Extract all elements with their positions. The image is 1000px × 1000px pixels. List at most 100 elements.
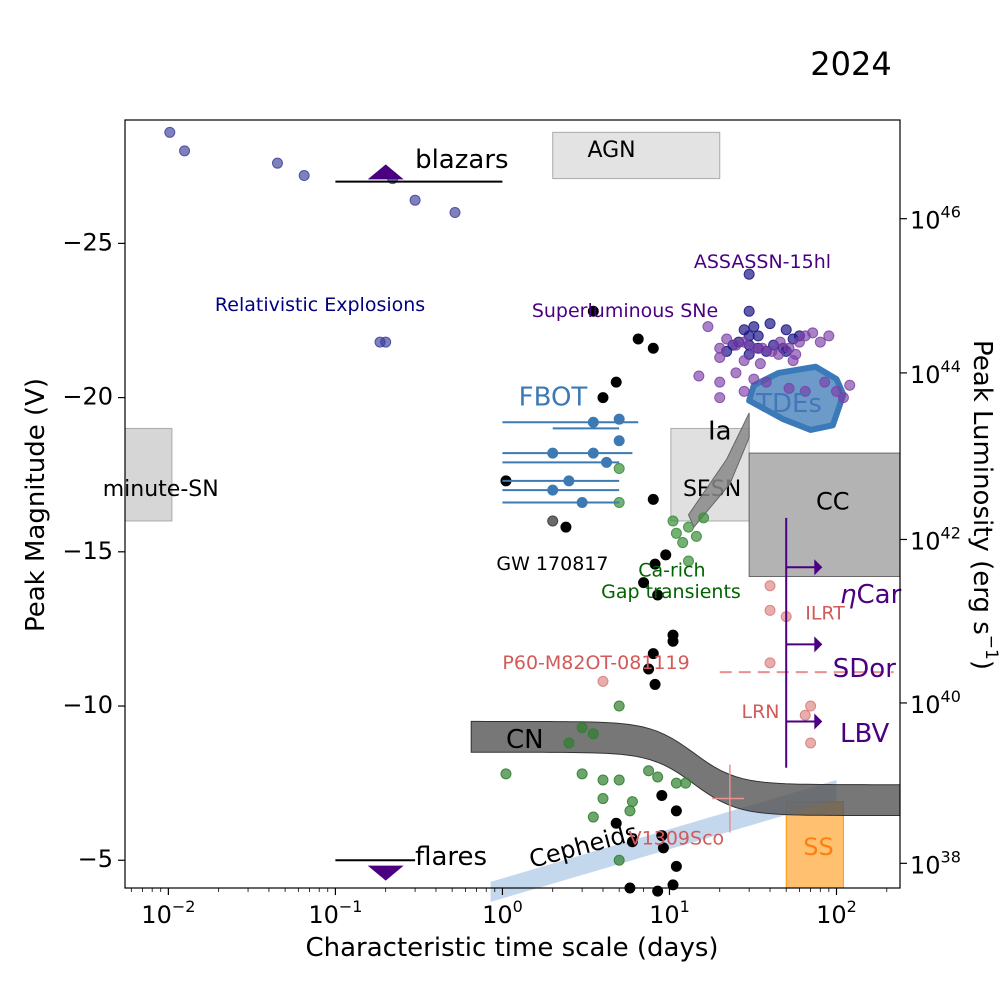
label-gap-text: Gap transients — [601, 580, 741, 602]
point-5-11 — [652, 589, 664, 601]
point-1-6 — [752, 330, 764, 342]
label-gw: GW 170817 — [496, 553, 608, 575]
series-ca-rich-sesn — [613, 463, 710, 567]
point-5-13 — [667, 635, 679, 647]
point-7-13 — [626, 796, 638, 808]
x-tick-base-2: 10 — [482, 901, 513, 929]
point-2-9 — [783, 342, 795, 354]
label-lrn: LRN — [742, 701, 780, 723]
region-label-CC: CC — [816, 487, 850, 515]
point-1-1 — [743, 305, 755, 317]
x-tick-base-1: 10 — [308, 901, 339, 929]
point-7-4 — [643, 765, 655, 777]
y-axis-right-label-suffix: ) — [967, 660, 997, 670]
x-tick-exp-3: 1 — [680, 897, 690, 916]
point-2-26 — [783, 382, 795, 394]
point-7-8 — [500, 768, 512, 780]
label-sdor: SDor — [833, 654, 896, 684]
region-label-minute-SN: minute-SN — [103, 477, 219, 502]
label-p60: P60-M82OT-081119 — [502, 651, 689, 673]
region-AGN — [552, 131, 721, 180]
label-sdor-text: SDor — [833, 654, 896, 684]
right-tick-exp-0: 46 — [941, 203, 961, 222]
point-2-23 — [730, 367, 742, 379]
point-7-11 — [613, 774, 625, 786]
point-5-22 — [657, 842, 669, 854]
series-gap-transients — [500, 305, 682, 897]
point-7-14 — [624, 805, 636, 817]
points-layer — [164, 126, 856, 897]
y-axis-right-label-exponent: −1 — [981, 635, 1000, 660]
overlay-layer: blazars Relativistic Explosions ASSASSN-15… — [215, 145, 902, 881]
region-minute-SN — [124, 427, 173, 522]
label-tdes: TDEs — [755, 388, 822, 418]
series-superluminous-sne — [693, 321, 856, 404]
point-2-24 — [748, 373, 760, 385]
point-1-0 — [743, 268, 755, 280]
point-7-12 — [597, 793, 609, 805]
point-2-1 — [714, 342, 726, 354]
point-5-2 — [647, 342, 659, 354]
point-2-4 — [738, 336, 750, 348]
point-7-16 — [613, 854, 625, 866]
point-8-3 — [764, 657, 776, 669]
point-2-13 — [807, 327, 819, 339]
point-2-16 — [714, 351, 726, 363]
label-tdes-text: TDEs — [755, 388, 822, 418]
point-5-3 — [597, 392, 609, 404]
point-2-25 — [760, 376, 772, 388]
right-tick-exp-3: 40 — [941, 687, 961, 706]
point-8-7 — [805, 737, 817, 749]
x-tick-label-3: 101 — [649, 897, 690, 929]
x-tick-base-0: 10 — [141, 901, 172, 929]
label-relativistic-text: Relativistic Explosions — [215, 294, 425, 316]
point-2-19 — [773, 348, 785, 360]
label-etacar-text: Car — [857, 579, 902, 609]
point-5-0 — [587, 305, 599, 317]
plot-frame — [124, 119, 901, 889]
series-gw-170817 — [547, 515, 559, 527]
point-7-2 — [587, 728, 599, 740]
point-4-6 — [677, 537, 689, 549]
x-tick-exp-0: −2 — [172, 897, 196, 916]
point-2-21 — [693, 370, 705, 382]
label-etacar: ηCar — [840, 579, 902, 609]
point-4-8 — [682, 555, 694, 567]
series-classical-novae — [500, 700, 692, 866]
y-tick-label-0: −25 — [62, 228, 113, 256]
point-0-1 — [179, 145, 191, 157]
label-ilrt-text: ILRT — [805, 602, 845, 624]
point-7-10 — [597, 774, 609, 786]
point-2-6 — [756, 342, 768, 354]
right-tick-exp-2: 42 — [941, 523, 961, 542]
x-tick-label-1: 10−1 — [308, 897, 362, 929]
point-8-6 — [799, 709, 811, 721]
point-7-3 — [563, 737, 575, 749]
label-ilrt: ILRT — [805, 602, 845, 624]
label-cn: CN — [506, 724, 544, 754]
label-relativistic: Relativistic Explosions — [215, 294, 425, 316]
point-2-20 — [787, 355, 799, 367]
y-tick-label-2: −15 — [62, 537, 113, 565]
right-tick-label-4: 1038 — [910, 847, 961, 879]
chart-title: 2024 — [810, 45, 891, 83]
point-2-2 — [721, 333, 733, 345]
point-2-0 — [702, 321, 714, 333]
blazars-triangle — [367, 164, 404, 180]
x-tick-label-2: 100 — [482, 897, 523, 929]
point-1-7 — [780, 324, 792, 336]
y-axis-right-label-prefix: Peak Luminosity (erg s — [967, 340, 997, 635]
label-ia: Ia — [708, 416, 732, 446]
label-p60-text: P60-M82OT-081119 — [502, 651, 689, 673]
point-7-7 — [680, 777, 692, 789]
y-axis-right-label: Peak Luminosity (erg s−1) — [967, 340, 1000, 670]
x-tick-exp-2: 0 — [513, 897, 523, 916]
point-7-6 — [670, 777, 682, 789]
point-4-0 — [613, 463, 625, 475]
point-5-21 — [626, 836, 638, 848]
point-2-14 — [814, 336, 826, 348]
lbv-arrow-head-1 — [814, 636, 823, 653]
label-gw-text: GW 170817 — [496, 553, 608, 575]
